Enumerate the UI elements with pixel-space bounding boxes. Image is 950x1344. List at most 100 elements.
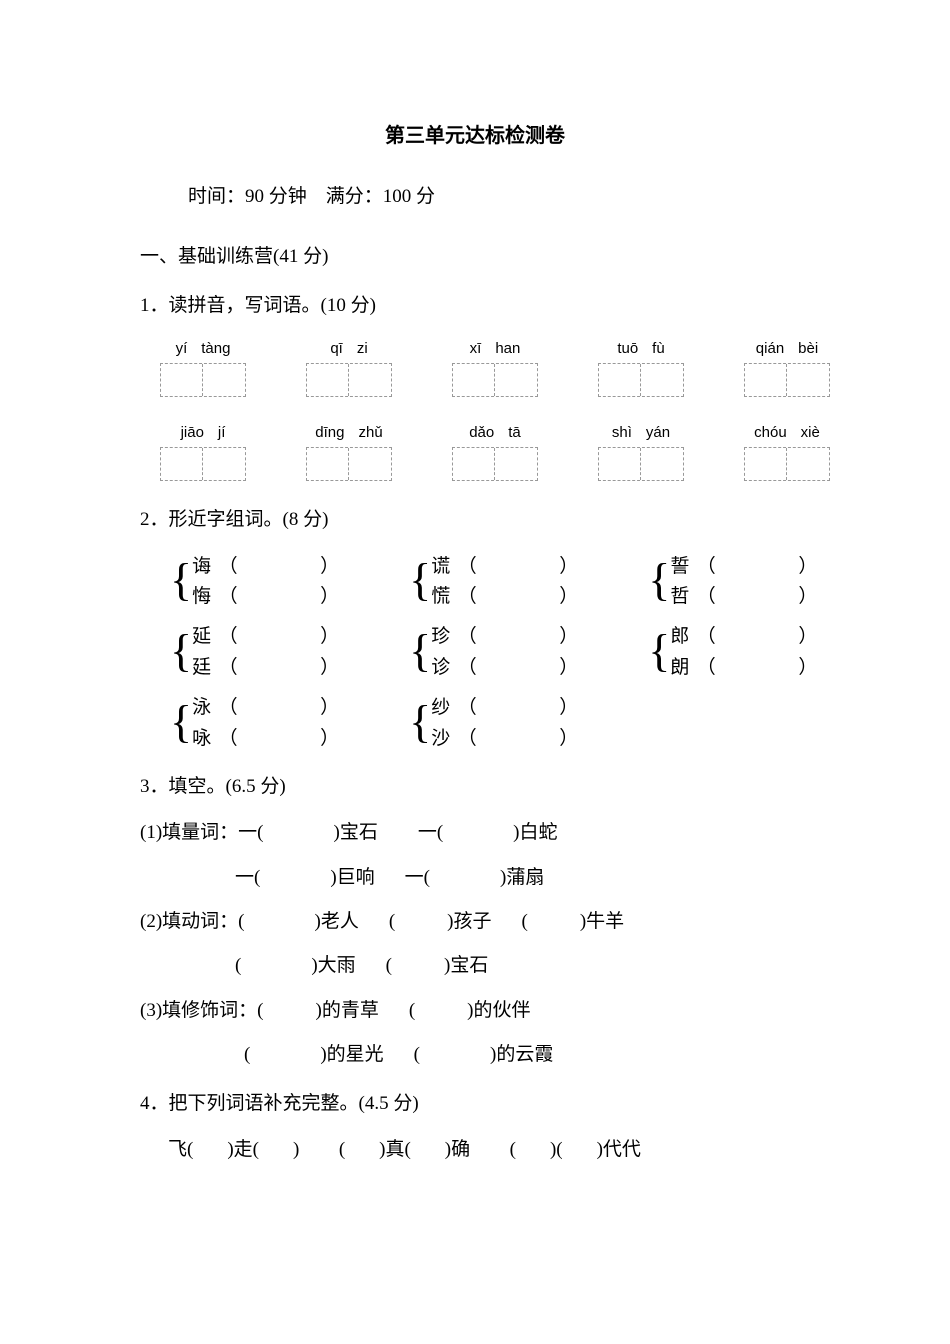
left-brace-icon: { [409, 701, 431, 742]
paren-open: （ [453, 582, 481, 612]
write-box[interactable] [452, 447, 538, 481]
paren-close: ） [559, 622, 578, 652]
left-brace-icon: { [170, 701, 192, 742]
paren-close: ） [798, 622, 817, 652]
q3-3-line1: (3)填修饰词：()的青草()的伙伴 [140, 996, 810, 1026]
write-cell[interactable] [787, 364, 829, 396]
pinyin-syllable: qián [756, 337, 784, 361]
paren-open: （ [692, 622, 720, 652]
paren-close: ） [559, 693, 578, 723]
page-title: 第三单元达标检测卷 [140, 120, 810, 152]
q3-2-item0: 老人 [321, 911, 359, 932]
write-cell[interactable] [307, 448, 349, 480]
q3-3-item2: 的星光 [327, 1044, 384, 1065]
write-box[interactable] [160, 447, 246, 481]
write-cell[interactable] [349, 448, 391, 480]
q3-3-item0: 的青草 [322, 1000, 379, 1021]
section-1-heading: 一、基础训练营(41 分) [140, 242, 810, 272]
write-cell[interactable] [203, 364, 245, 396]
write-cell[interactable] [349, 364, 391, 396]
pinyin-syllable: xī [470, 337, 482, 361]
pinyin-syllable: chóu [754, 421, 787, 445]
pinyin-group: yítàng [160, 337, 246, 397]
left-brace-icon: { [409, 630, 431, 671]
pinyin-syllable: qī [330, 337, 343, 361]
write-box[interactable] [744, 363, 830, 397]
paren-close: ） [320, 552, 339, 582]
q4-heading: 4．把下列词语补充完整。(4.5 分) [140, 1089, 810, 1119]
write-cell[interactable] [745, 448, 787, 480]
brace-line: 沙（） [431, 724, 578, 754]
pinyin-syllable: shì [612, 421, 632, 445]
pinyin-group: qīzi [306, 337, 392, 397]
paren-open: （ [453, 552, 481, 582]
brace-line: 咏（） [192, 724, 339, 754]
paren-close: ） [798, 653, 817, 683]
q1-heading: 1．读拼音，写词语。(10 分) [140, 291, 810, 321]
q4-c3: )代代 [597, 1139, 641, 1160]
pinyin-group: dīngzhǔ [306, 421, 392, 481]
write-cell[interactable] [495, 364, 537, 396]
q4-line1: 飞()走() ()真()确 ()()代代 [168, 1135, 810, 1165]
pinyin-group: jiāojí [160, 421, 246, 481]
brace-line: 哲（） [670, 582, 817, 612]
brace-char: 诲 [192, 552, 214, 582]
paren-open: （ [214, 622, 242, 652]
pinyin-group: xīhan [452, 337, 538, 397]
write-box[interactable] [306, 447, 392, 481]
brace-line: 纱（） [431, 693, 578, 723]
paren-close: ） [320, 693, 339, 723]
brace-char: 朗 [670, 653, 692, 683]
write-cell[interactable] [161, 364, 203, 396]
paren-close: ） [559, 724, 578, 754]
q3-2-line2: ()大雨()宝石 [235, 951, 810, 981]
write-cell[interactable] [307, 364, 349, 396]
left-brace-icon: { [170, 630, 192, 671]
pinyin-syllable: han [495, 337, 520, 361]
write-cell[interactable] [641, 364, 683, 396]
pinyin-syllable: tā [508, 421, 521, 445]
pinyin-syllable: jiāo [181, 421, 204, 445]
write-cell[interactable] [787, 448, 829, 480]
write-cell[interactable] [495, 448, 537, 480]
paren-open: （ [692, 653, 720, 683]
write-cell[interactable] [599, 448, 641, 480]
q3-2-item3: 大雨 [318, 955, 356, 976]
write-cell[interactable] [203, 448, 245, 480]
write-box[interactable] [598, 363, 684, 397]
write-cell[interactable] [453, 448, 495, 480]
write-cell[interactable] [599, 364, 641, 396]
brace-group: {郎（）朗（） [648, 622, 817, 683]
brace-char: 延 [192, 622, 214, 652]
brace-group: {珍（）诊（） [409, 622, 578, 683]
write-cell[interactable] [161, 448, 203, 480]
brace-line: 诲（ ） [192, 552, 339, 582]
paren-open: （ [214, 552, 242, 582]
brace-group: {纱（）沙（） [409, 693, 578, 754]
q3-2-line1: (2)填动词：()老人()孩子()牛羊 [140, 907, 810, 937]
paren-close: ） [559, 582, 578, 612]
q3-2-label: (2)填动词： [140, 911, 238, 932]
write-box[interactable] [744, 447, 830, 481]
write-box[interactable] [452, 363, 538, 397]
write-cell[interactable] [641, 448, 683, 480]
q2-heading: 2．形近字组词。(8 分) [140, 505, 810, 535]
q3-2-item4: 宝石 [450, 955, 488, 976]
paren-close: ） [320, 724, 339, 754]
q4-a1: 飞( [168, 1139, 193, 1160]
write-box[interactable] [598, 447, 684, 481]
exam-meta: 时间：90 分钟 满分：100 分 [188, 182, 810, 212]
paren-close: ） [798, 552, 817, 582]
q3-2-item2: 牛羊 [586, 911, 624, 932]
write-box[interactable] [306, 363, 392, 397]
pinyin-syllable: tuō [617, 337, 638, 361]
paren-close: ） [320, 622, 339, 652]
write-cell[interactable] [453, 364, 495, 396]
paren-close: ） [559, 653, 578, 683]
brace-line: 悔（） [192, 582, 339, 612]
brace-group: {誓（）哲（） [648, 552, 817, 613]
pinyin-group: shìyán [598, 421, 684, 481]
write-box[interactable] [160, 363, 246, 397]
write-cell[interactable] [745, 364, 787, 396]
q4-b1: ( [339, 1139, 345, 1160]
